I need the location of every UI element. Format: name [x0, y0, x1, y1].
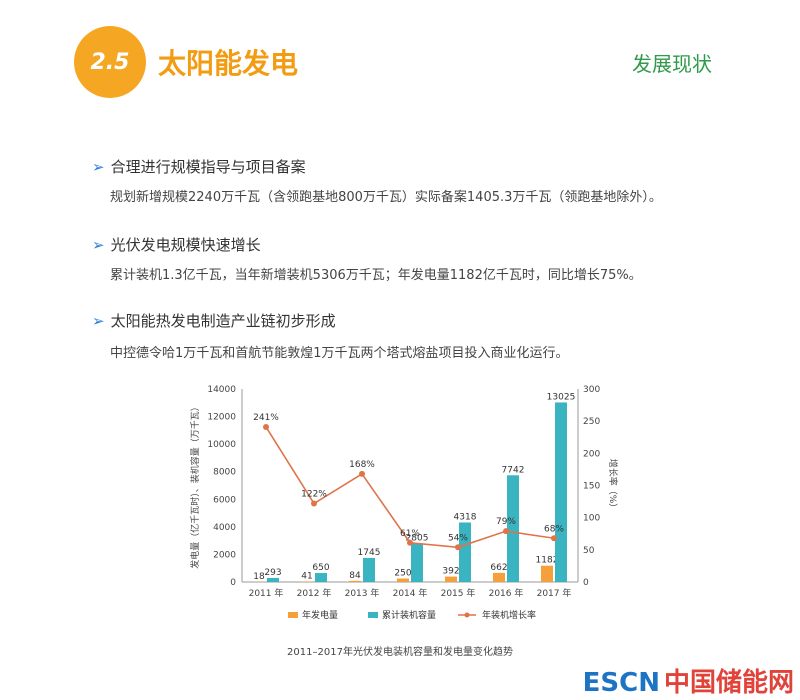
bar-generation: [445, 576, 457, 582]
page-title: 太阳能发电: [158, 47, 299, 80]
y-axis-label: 发电量（亿千瓦时）、装机容量（万千瓦）: [189, 402, 201, 569]
bar-capacity: [459, 522, 471, 582]
y2-tick-label: 250: [583, 417, 600, 427]
section-heading-text: 太阳能热发电制造产业链初步形成: [110, 312, 336, 330]
point-label-growth-rate: 61%: [400, 529, 420, 539]
escn-logo: ESCN 中国储能网: [583, 662, 794, 699]
legend-marker-growth-rate: [464, 612, 470, 618]
point-growth-rate: [407, 539, 413, 546]
y-tick-label: 10000: [207, 440, 236, 450]
legend-swatch-capacity: [368, 612, 378, 618]
y2-tick-label: 200: [583, 449, 600, 459]
point-label-growth-rate: 54%: [448, 533, 468, 543]
bar-label-generation: 662: [490, 563, 507, 573]
y2-tick-label: 300: [583, 385, 600, 395]
bar-label-generation: 250: [394, 569, 411, 579]
bar-generation: [541, 565, 553, 582]
bar-generation: [397, 578, 409, 582]
x-tick-label: 2016 年: [489, 587, 524, 599]
pv-capacity-chart: 0 2000 4000 6000 8000 10000 12000 14000 0 50 100 15…: [189, 385, 619, 621]
point-growth-rate: [455, 544, 461, 551]
point-growth-rate: [311, 500, 317, 507]
bar-generation: [349, 580, 361, 582]
x-tick-label: 2012 年: [297, 587, 332, 599]
section-body-3: 中控德令哈1万千瓦和首航节能敦煌1万千瓦两个塔式熔盐项目投入商业化运行。: [110, 346, 569, 361]
bar-label-generation: 41: [301, 571, 312, 581]
logo-en: ESCN: [582, 668, 660, 698]
bar-label-capacity: 650: [312, 563, 329, 573]
point-label-growth-rate: 168%: [349, 460, 375, 470]
bar-label-generation: 18: [253, 572, 265, 582]
page-status-label: 发展现状: [632, 52, 712, 76]
point-growth-rate: [551, 535, 557, 542]
point-growth-rate: [263, 423, 269, 430]
bar-capacity: [507, 475, 519, 582]
section-heading-1: ➢ 合理进行规模指导与项目备案: [92, 156, 306, 177]
y-tick-label: 0: [230, 578, 236, 588]
bar-capacity: [555, 402, 567, 582]
point-growth-rate: [359, 470, 365, 477]
section-heading-3: ➢ 太阳能热发电制造产业链初步形成: [92, 310, 336, 331]
bar-capacity: [411, 543, 423, 582]
bar-label-capacity: 293: [264, 568, 281, 578]
section-body-1: 规划新增规模2240万千瓦（含领跑基地800万千瓦）实际备案1405.3万千瓦（…: [110, 190, 662, 205]
y2-axis-label: 增长率（%）: [607, 459, 619, 513]
point-label-growth-rate: 122%: [301, 490, 327, 500]
legend-label-growth-rate: 年装机增长率: [482, 609, 536, 621]
bar-capacity: [315, 573, 327, 582]
bar-label-generation: 392: [442, 567, 459, 577]
y-tick-label: 12000: [207, 413, 236, 423]
bar-label-capacity: 2805: [406, 533, 429, 543]
bar-label-capacity: 7742: [502, 465, 525, 475]
x-tick-label: 2011 年: [249, 587, 284, 599]
y2-tick-label: 50: [583, 546, 595, 556]
y-tick-label: 14000: [207, 385, 236, 395]
arrow-bullet-icon: ➢: [92, 236, 105, 254]
legend-label-capacity: 累计装机容量: [382, 609, 436, 621]
bar-capacity: [363, 557, 375, 582]
y-tick-label: 4000: [213, 523, 236, 533]
y2-tick-label: 150: [583, 482, 600, 492]
section-body-2: 累计装机1.3亿千瓦，当年新增装机5306万千瓦；年发电量1182亿千瓦时，同比…: [110, 268, 642, 283]
legend-swatch-generation: [288, 612, 298, 618]
y-tick-label: 6000: [213, 495, 236, 505]
section-number-badge: 2.5: [74, 26, 146, 98]
y-tick-label: 8000: [213, 468, 236, 478]
section-number: 2.5: [90, 49, 130, 75]
y-tick-label: 2000: [213, 550, 236, 560]
point-label-growth-rate: 68%: [544, 524, 564, 534]
x-tick-label: 2013 年: [345, 587, 380, 599]
bar-label-capacity: 1745: [358, 548, 381, 558]
x-tick-label: 2017 年: [537, 587, 572, 599]
arrow-bullet-icon: ➢: [92, 158, 105, 176]
bar-label-capacity: 13025: [547, 392, 576, 402]
point-label-growth-rate: 79%: [496, 517, 516, 527]
section-heading-text: 光伏发电规模快速增长: [110, 236, 261, 254]
y2-tick-label: 0: [583, 578, 589, 588]
x-tick-label: 2015 年: [441, 587, 476, 599]
y2-tick-label: 100: [583, 514, 600, 524]
section-heading-2: ➢ 光伏发电规模快速增长: [92, 234, 261, 255]
logo-cn: 中国储能网: [663, 668, 794, 698]
bar-label-capacity: 4318: [454, 512, 477, 522]
bar-label-generation: 84: [349, 571, 361, 581]
arrow-bullet-icon: ➢: [92, 312, 105, 330]
point-label-growth-rate: 241%: [253, 413, 279, 423]
point-growth-rate: [503, 528, 509, 535]
legend-label-generation: 年发电量: [302, 609, 338, 621]
chart-caption: 2011–2017年光伏发电装机容量和发电量变化趋势: [287, 647, 513, 658]
section-heading-text: 合理进行规模指导与项目备案: [110, 158, 306, 176]
bar-label-generation: 1182: [536, 556, 559, 566]
bar-capacity: [267, 577, 279, 582]
x-tick-label: 2014 年: [393, 587, 428, 599]
bar-generation: [493, 572, 505, 582]
bar-generation: [301, 581, 313, 582]
